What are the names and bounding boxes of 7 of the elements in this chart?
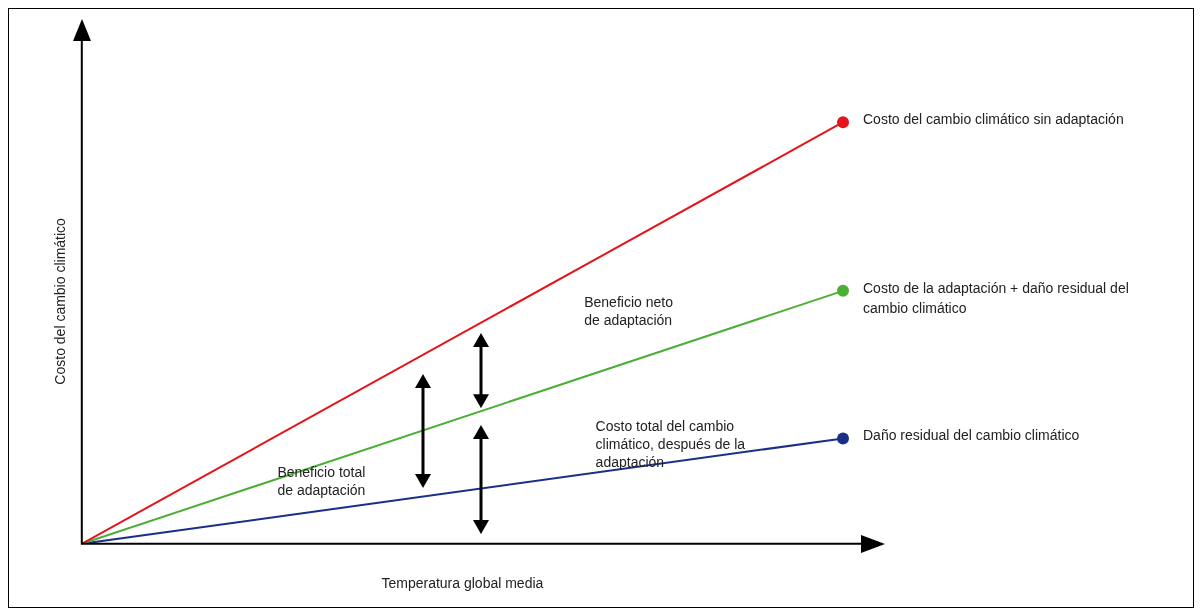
y-axis-title: Costo del cambio climático (52, 217, 69, 385)
annotation: Costo total del cambio climático, después de la adaptación (595, 418, 746, 471)
annotation: Beneficio neto de adaptación (584, 294, 674, 329)
series-label: Costo de la adaptación + daño residual del cambio climático (863, 279, 1129, 316)
series-label: Daño residual del cambio climático (863, 427, 1080, 444)
series-label: Costo del cambio climático sin adaptación (863, 111, 1124, 128)
x-axis-title: Temperatura global media (381, 575, 544, 592)
